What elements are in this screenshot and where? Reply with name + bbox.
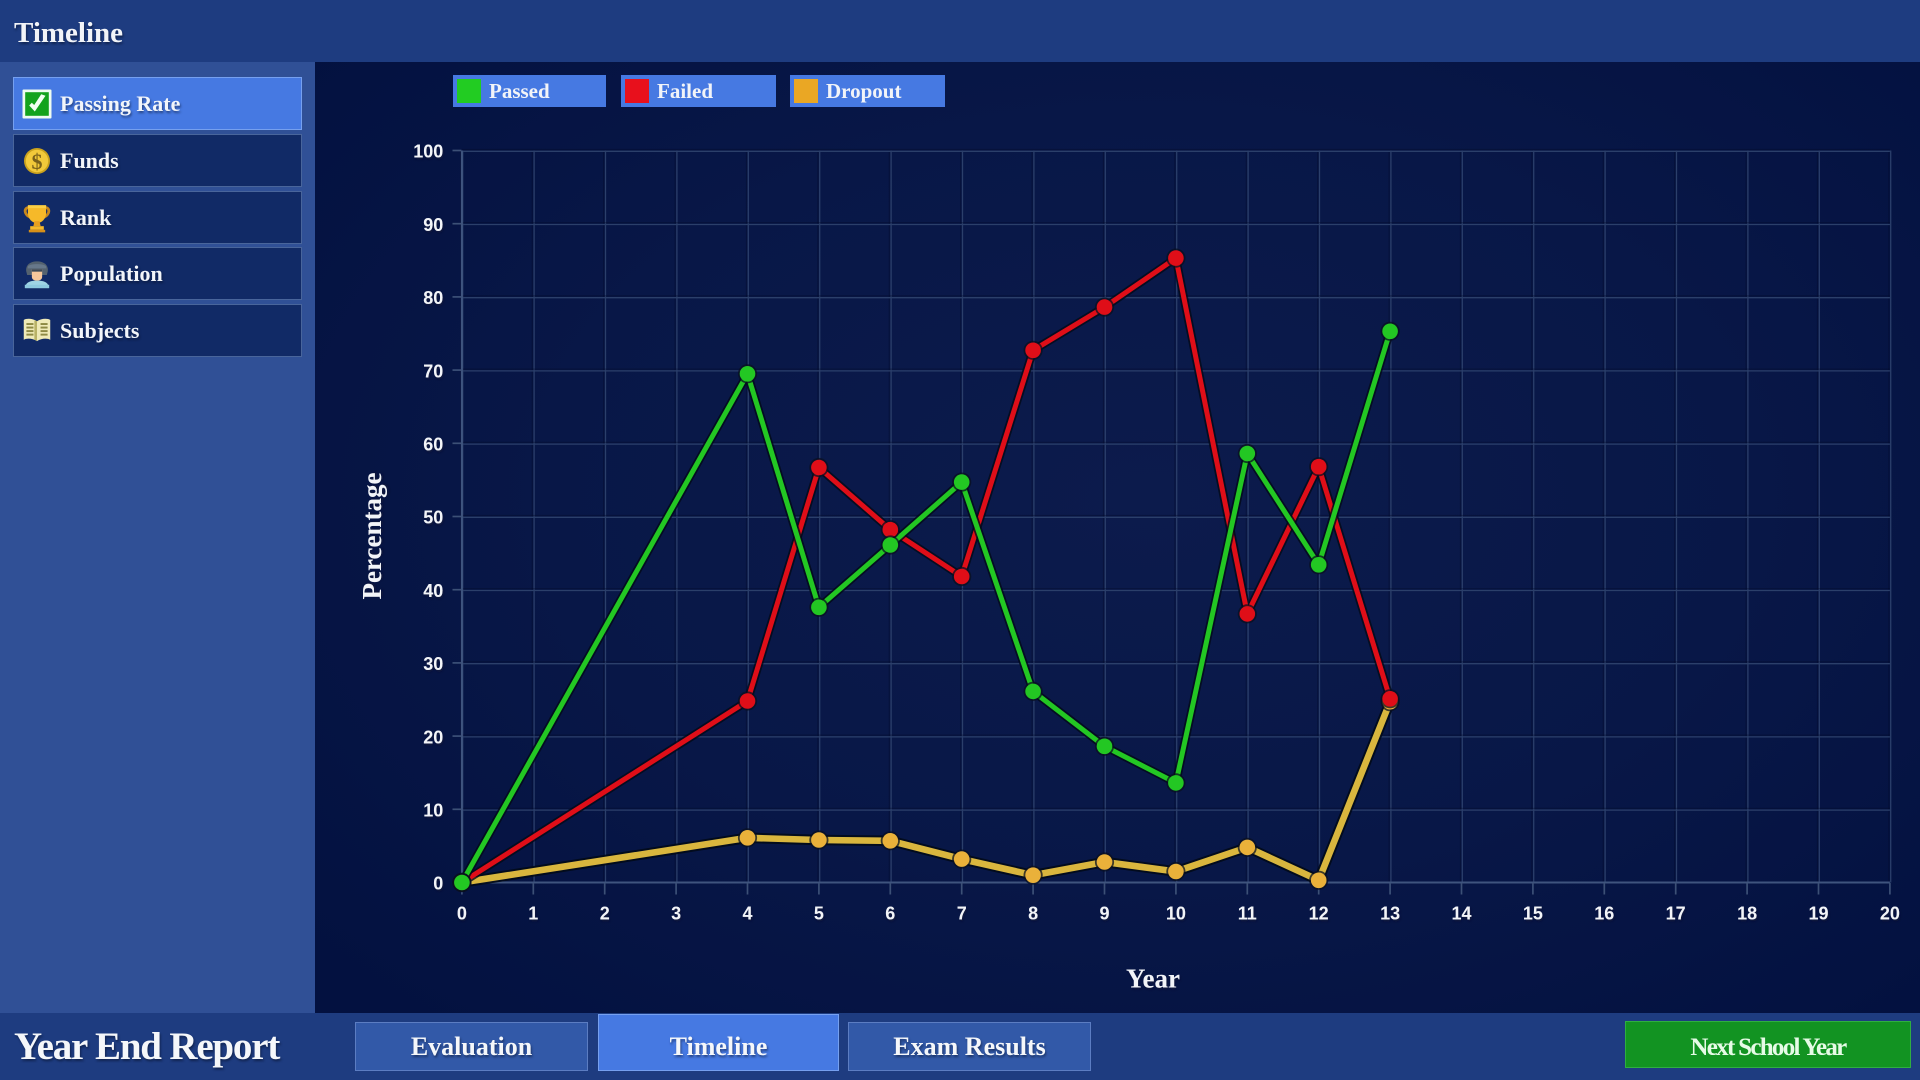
svg-text:13: 13 <box>1380 904 1400 924</box>
svg-text:16: 16 <box>1594 904 1614 924</box>
svg-text:Percentage: Percentage <box>357 473 387 600</box>
svg-text:9: 9 <box>1099 904 1109 924</box>
svg-text:4: 4 <box>742 904 752 924</box>
svg-text:2: 2 <box>600 904 610 924</box>
svg-text:Dropout: Dropout <box>826 79 901 103</box>
svg-text:70: 70 <box>423 361 443 381</box>
svg-text:10: 10 <box>1166 904 1186 924</box>
svg-text:0: 0 <box>433 874 443 894</box>
svg-text:30: 30 <box>423 654 443 674</box>
svg-text:5: 5 <box>814 904 824 924</box>
svg-text:15: 15 <box>1523 904 1543 924</box>
svg-text:20: 20 <box>423 727 443 747</box>
svg-text:Year: Year <box>1126 964 1180 994</box>
svg-text:11: 11 <box>1238 904 1257 924</box>
svg-text:60: 60 <box>423 435 443 455</box>
svg-text:18: 18 <box>1737 904 1757 924</box>
svg-text:100: 100 <box>413 142 443 162</box>
svg-text:80: 80 <box>423 288 443 308</box>
svg-text:1: 1 <box>528 904 538 924</box>
svg-text:40: 40 <box>423 581 443 601</box>
svg-text:0: 0 <box>457 904 467 924</box>
svg-text:10: 10 <box>423 801 443 821</box>
svg-text:12: 12 <box>1309 904 1329 924</box>
svg-text:Passed: Passed <box>489 79 550 103</box>
svg-text:50: 50 <box>423 508 443 528</box>
svg-text:3: 3 <box>671 904 681 924</box>
svg-text:17: 17 <box>1666 904 1686 924</box>
svg-text:90: 90 <box>423 215 443 235</box>
svg-text:20: 20 <box>1880 904 1900 924</box>
svg-text:$: $ <box>32 149 43 174</box>
svg-text:19: 19 <box>1808 904 1828 924</box>
svg-text:8: 8 <box>1028 904 1038 924</box>
svg-text:Failed: Failed <box>657 79 713 103</box>
svg-text:14: 14 <box>1451 904 1471 924</box>
svg-text:6: 6 <box>885 904 895 924</box>
svg-text:7: 7 <box>957 904 967 924</box>
